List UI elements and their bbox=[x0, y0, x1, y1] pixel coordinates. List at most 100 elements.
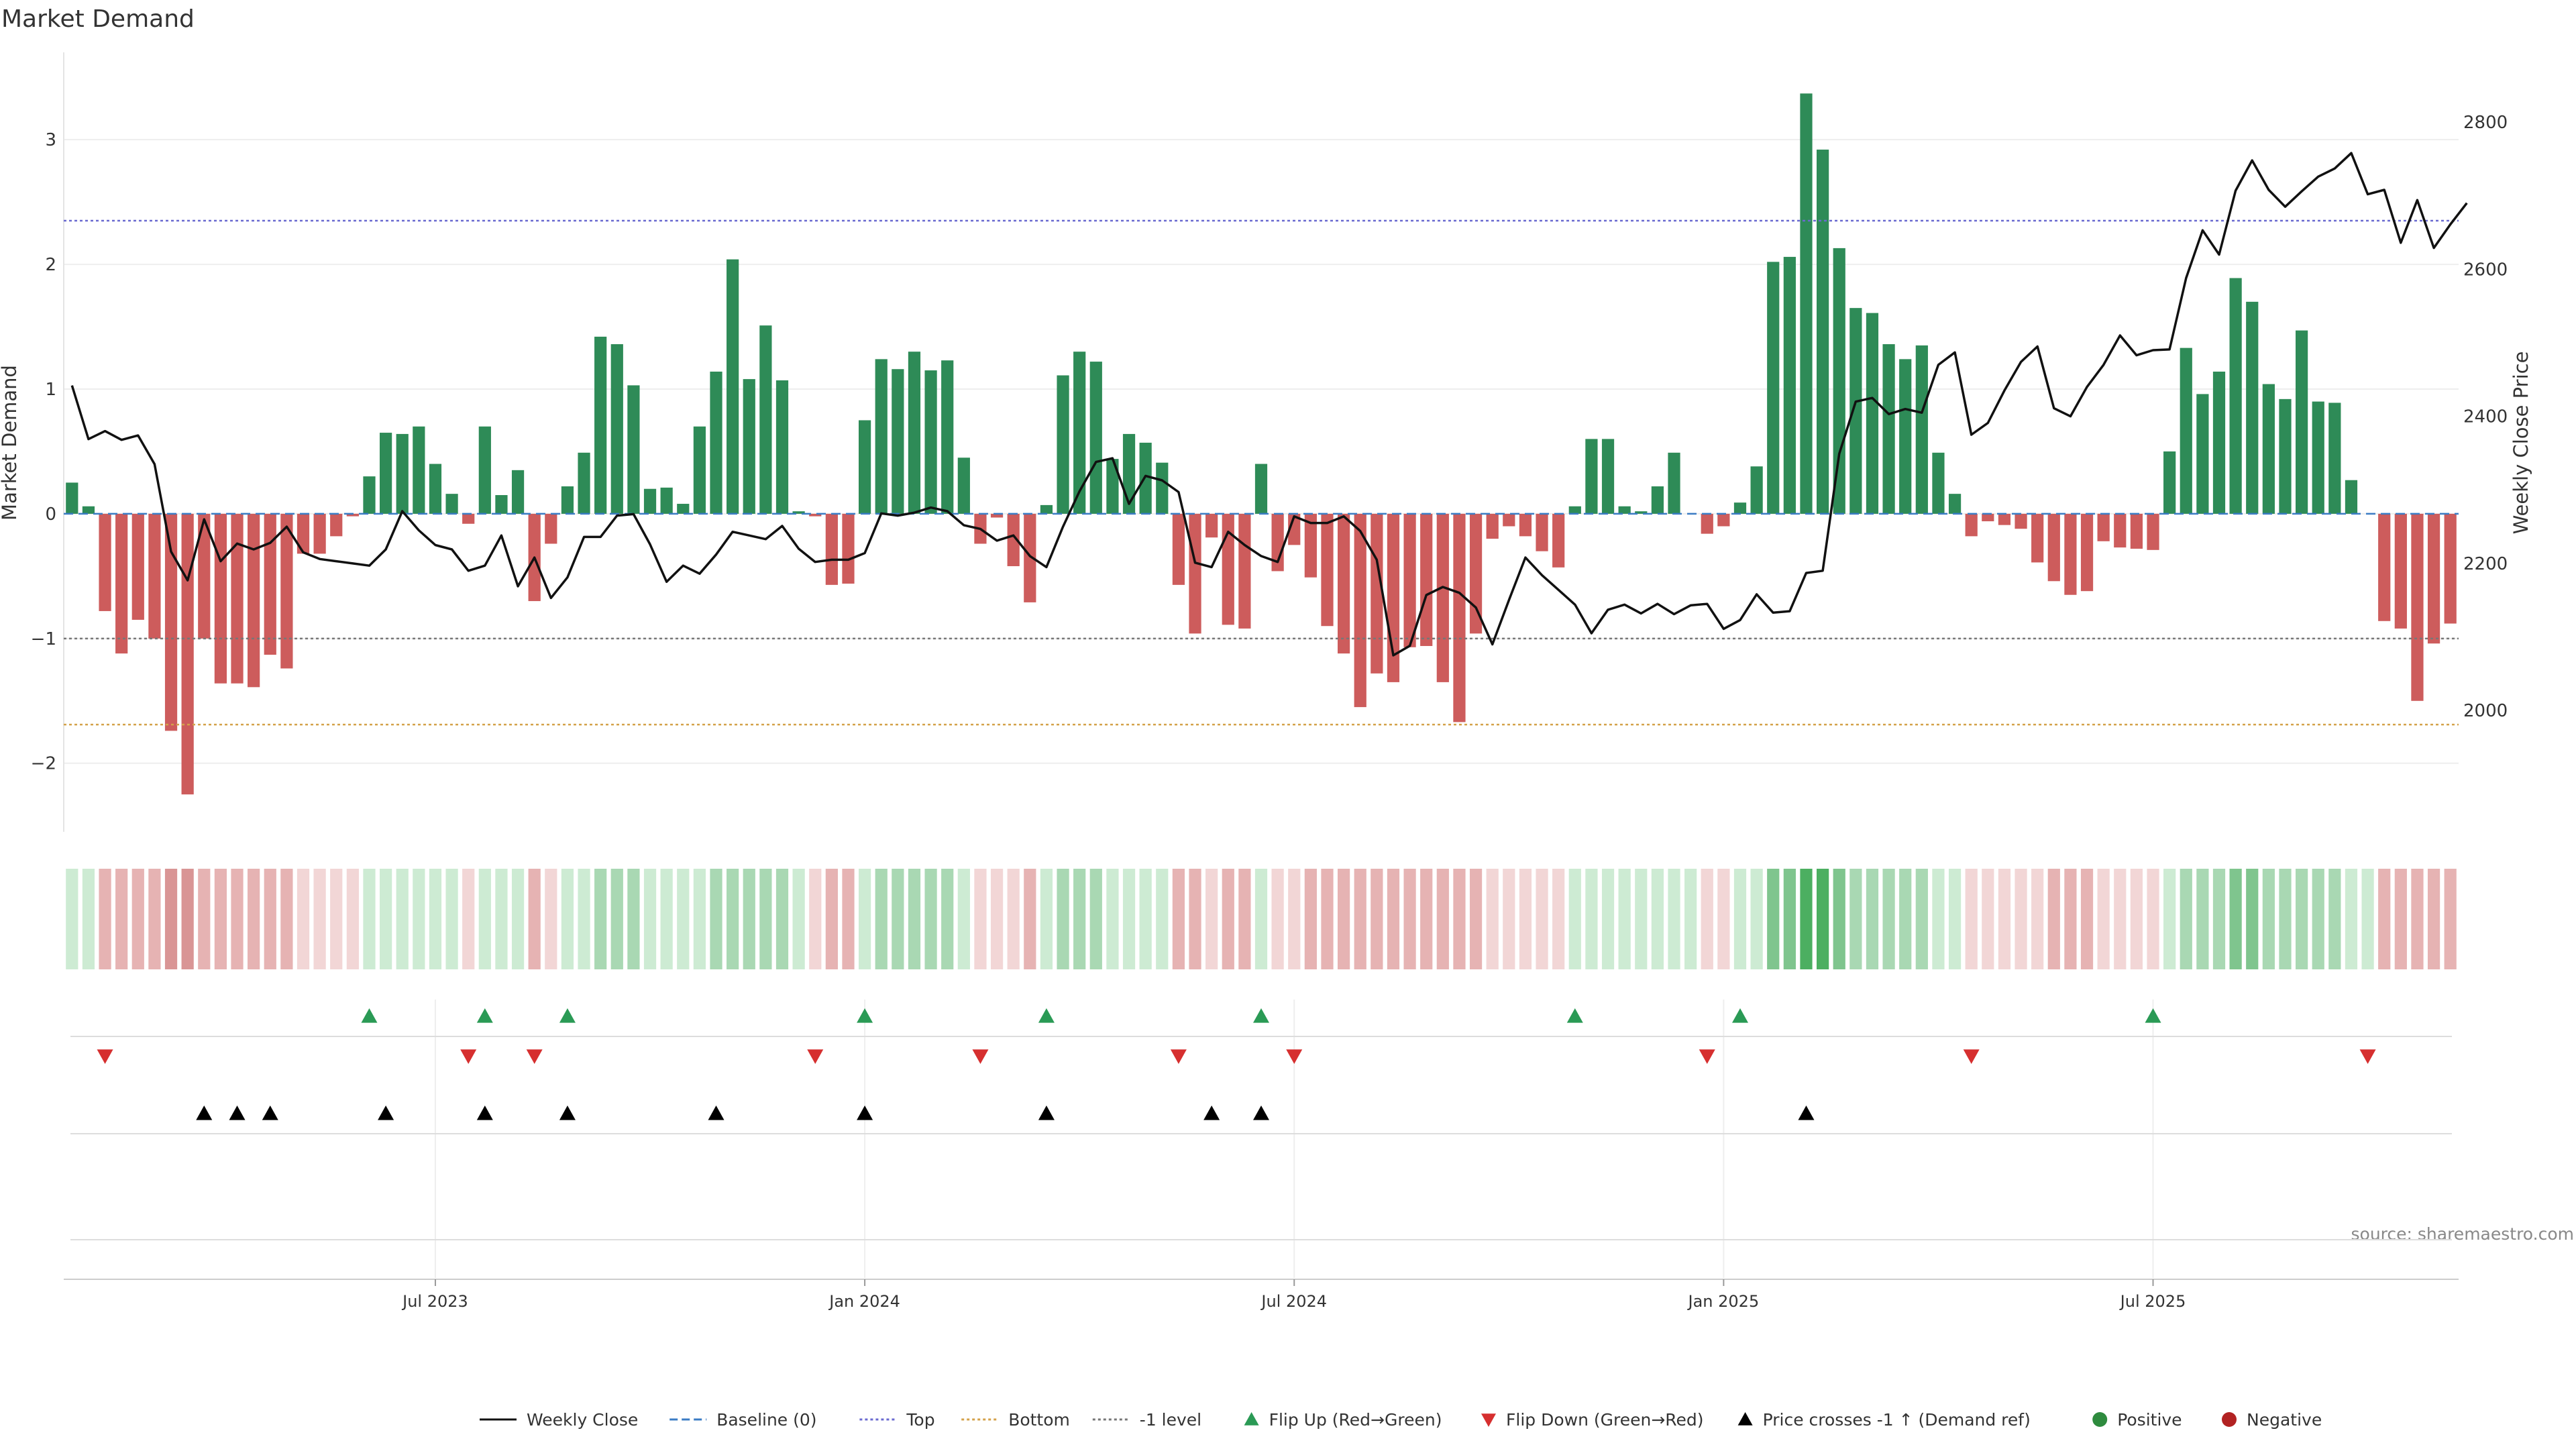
demand-bar-39 bbox=[710, 371, 722, 514]
left-tick-label: −1 bbox=[31, 629, 56, 649]
demand-bar-122 bbox=[2080, 513, 2094, 592]
legend-swatch bbox=[2092, 1412, 2108, 1427]
legend-label: Negative bbox=[2247, 1410, 2322, 1430]
demand-bar-3 bbox=[115, 513, 128, 654]
flip-up-marker-8 bbox=[2145, 1008, 2161, 1023]
legend-item-8: Positive bbox=[2092, 1410, 2182, 1430]
flip-up-marker-1 bbox=[476, 1008, 493, 1023]
strip-cell-139 bbox=[2361, 869, 2374, 969]
demand-bar-35 bbox=[643, 488, 657, 514]
demand-bar-109 bbox=[1866, 313, 1879, 514]
strip-cell-53 bbox=[941, 869, 954, 969]
strip-cell-142 bbox=[2411, 869, 2424, 969]
demand-bar-81 bbox=[1403, 513, 1416, 647]
strip-cell-59 bbox=[1040, 869, 1053, 969]
demand-bar-53 bbox=[941, 360, 954, 514]
strip-cell-77 bbox=[1337, 869, 1350, 969]
strip-cell-64 bbox=[1122, 869, 1136, 969]
demand-bar-86 bbox=[1486, 513, 1499, 539]
price-cross-marker-7 bbox=[857, 1106, 873, 1120]
flip-up-marker-7 bbox=[1732, 1008, 1748, 1023]
demand-bar-60 bbox=[1057, 375, 1069, 514]
demand-bar-58 bbox=[1024, 513, 1036, 602]
strip-cell-29 bbox=[545, 869, 557, 969]
strip-cell-103 bbox=[1767, 869, 1780, 969]
demand-bar-12 bbox=[264, 513, 276, 655]
demand-bar-95 bbox=[1635, 511, 1648, 514]
strip-cell-39 bbox=[710, 869, 722, 969]
strip-cell-24 bbox=[462, 869, 475, 969]
strip-cell-80 bbox=[1387, 869, 1400, 969]
demand-bar-38 bbox=[693, 426, 706, 514]
demand-bar-99 bbox=[1701, 513, 1713, 534]
demand-bar-115 bbox=[1965, 513, 1978, 537]
strip-cell-95 bbox=[1635, 869, 1648, 969]
legend-item-1: Baseline (0) bbox=[669, 1410, 817, 1430]
strip-cell-25 bbox=[478, 869, 491, 969]
legend-swatch bbox=[1244, 1412, 1259, 1426]
strip-cell-47 bbox=[842, 869, 855, 969]
demand-bar-2 bbox=[99, 513, 111, 611]
strip-cell-81 bbox=[1403, 869, 1416, 969]
demand-bar-132 bbox=[2246, 301, 2259, 514]
demand-bar-91 bbox=[1568, 506, 1581, 514]
strip-cell-78 bbox=[1354, 869, 1366, 969]
demand-bar-96 bbox=[1651, 486, 1664, 514]
price-cross-marker-9 bbox=[1203, 1106, 1220, 1120]
strip-cell-125 bbox=[2130, 869, 2143, 969]
demand-bar-143 bbox=[2427, 513, 2440, 644]
demand-bar-135 bbox=[2295, 330, 2308, 514]
strip-cell-67 bbox=[1172, 869, 1185, 969]
strip-cell-111 bbox=[1899, 869, 1912, 969]
demand-bar-27 bbox=[511, 470, 525, 514]
flip-up-marker-5 bbox=[1253, 1008, 1269, 1023]
strip-cell-79 bbox=[1371, 869, 1383, 969]
demand-bar-34 bbox=[627, 385, 640, 514]
strip-cell-45 bbox=[809, 869, 822, 969]
demand-bar-52 bbox=[924, 370, 937, 514]
strip-cell-8 bbox=[198, 869, 211, 969]
strip-cell-137 bbox=[2328, 869, 2341, 969]
demand-bar-92 bbox=[1585, 439, 1598, 514]
strip-cell-141 bbox=[2394, 869, 2407, 969]
strip-cell-73 bbox=[1271, 869, 1284, 969]
strip-cell-138 bbox=[2345, 869, 2358, 969]
x-tick-label: Jul 2024 bbox=[1260, 1292, 1327, 1311]
demand-bar-69 bbox=[1205, 513, 1218, 538]
strip-cell-121 bbox=[2064, 869, 2077, 969]
price-cross-marker-5 bbox=[559, 1106, 576, 1120]
strip-cell-107 bbox=[1833, 869, 1845, 969]
demand-bar-23 bbox=[445, 494, 458, 514]
strip-cell-5 bbox=[148, 869, 161, 969]
strip-cell-116 bbox=[1982, 869, 1994, 969]
demand-bar-25 bbox=[478, 426, 491, 514]
demand-bar-138 bbox=[2345, 480, 2358, 514]
x-tick-label: Jul 2025 bbox=[2119, 1292, 2186, 1311]
strip-cell-126 bbox=[2147, 869, 2159, 969]
weekly-close-series bbox=[70, 152, 2468, 657]
demand-bar-70 bbox=[1222, 513, 1234, 625]
flip-down-marker-9 bbox=[2359, 1049, 2376, 1064]
demand-bar-19 bbox=[379, 433, 392, 514]
right-tick-label: 2800 bbox=[2463, 113, 2508, 133]
legend-label: Top bbox=[906, 1410, 934, 1430]
x-tick-label: Jan 2024 bbox=[828, 1292, 900, 1311]
strip-cell-133 bbox=[2262, 869, 2275, 969]
strip-cell-143 bbox=[2427, 869, 2440, 969]
right-tick-label: 2400 bbox=[2463, 407, 2508, 427]
left-tick-label: 0 bbox=[45, 504, 56, 525]
demand-bar-62 bbox=[1089, 362, 1102, 514]
demand-bar-108 bbox=[1849, 308, 1862, 514]
strip-cell-50 bbox=[892, 869, 904, 969]
demand-bar-5 bbox=[148, 513, 161, 639]
strip-cell-128 bbox=[2180, 869, 2192, 969]
flip-down-marker-0 bbox=[97, 1049, 113, 1064]
demand-bar-119 bbox=[2031, 513, 2044, 563]
demand-bar-6 bbox=[164, 513, 178, 731]
legend-item-3: Bottom bbox=[961, 1410, 1070, 1430]
strip-cell-124 bbox=[2114, 869, 2127, 969]
demand-bar-113 bbox=[1932, 452, 1945, 514]
demand-bar-110 bbox=[1882, 344, 1895, 514]
demand-bar-100 bbox=[1717, 513, 1730, 527]
demand-bar-126 bbox=[2147, 513, 2159, 550]
